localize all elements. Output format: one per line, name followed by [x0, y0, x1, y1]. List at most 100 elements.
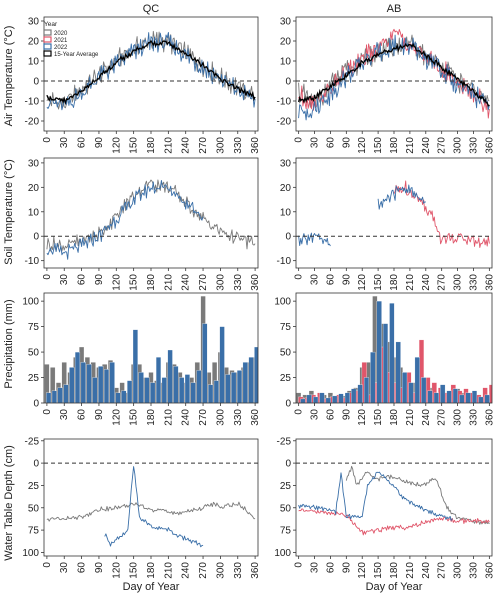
x-tick-label: 360: [484, 274, 495, 291]
x-tick-label: 0: [42, 137, 53, 143]
bar-2022: [184, 374, 190, 403]
bar-2022: [173, 366, 179, 403]
y-tick-label: -20: [277, 117, 292, 128]
x-tick-label: 120: [357, 274, 368, 291]
plot-area: [46, 30, 256, 111]
y-label-wtd: Water Table Depth (cm): [3, 445, 15, 561]
x-tick-label: 90: [94, 137, 105, 149]
x-tick-label: 210: [163, 274, 174, 291]
bar-2022: [144, 377, 150, 403]
y-tick-label: 75: [280, 526, 292, 537]
legend-swatch-2020: [43, 29, 52, 36]
panel-frame: [295, 438, 493, 557]
panel-ab-air: 30 20 10 0 -10 -20 0 30 60 90 120 150 180 210 240 270 30…: [277, 17, 496, 154]
plot-area: [297, 28, 490, 121]
bar-2022: [332, 395, 338, 403]
x-tick-label: 180: [389, 409, 400, 426]
x-tick-label: 180: [146, 274, 157, 291]
legend-swatch-2022: [43, 43, 52, 50]
x-tick-label: 300: [215, 562, 226, 579]
x-tick-label: 360: [250, 562, 261, 579]
x-tick-label: 240: [421, 137, 432, 154]
bar-2022: [395, 341, 401, 403]
bar-2022: [248, 357, 254, 403]
x-tick-label: 210: [405, 409, 416, 426]
x-tick-label: 30: [59, 409, 70, 421]
bar-2022: [414, 357, 420, 403]
y-tick-label: 10: [28, 207, 40, 218]
legend-label-2021: 2021: [54, 38, 68, 44]
y-tick-label: 100: [22, 548, 39, 559]
x-tick-label: 150: [373, 274, 384, 291]
plot-area: [298, 180, 490, 248]
series-line-2020: [345, 465, 490, 525]
series-line-2022: [46, 31, 256, 111]
series-line-2022: [298, 232, 331, 247]
series-line-2022: [298, 471, 453, 521]
bar-2022: [338, 393, 344, 403]
x-tick-label: 90: [341, 137, 352, 149]
x-tick-label: 60: [325, 137, 336, 149]
legend-label-average: 15-Year Average: [54, 52, 99, 58]
x-tick-label: 30: [310, 137, 321, 149]
bar-2022: [225, 374, 231, 403]
y-tick-label: 100: [274, 548, 291, 559]
panel-ab-soil: 30 20 10 0 -10 0 30 60 90 120 150 180 210 240 270 300 33…: [277, 157, 495, 291]
bar-2022: [86, 364, 92, 403]
x-tick-label: 360: [250, 409, 261, 426]
bar-2022: [115, 392, 121, 403]
series-line-2020: [298, 34, 490, 109]
bar-2022: [484, 394, 490, 403]
x-tick-label: 60: [325, 409, 336, 421]
y-tick-label: 0: [285, 232, 291, 243]
y-tick-label: 0: [33, 232, 39, 243]
legend-swatch-average: [43, 50, 52, 57]
bar-2022: [465, 392, 471, 403]
y-tick-label: 0: [285, 399, 291, 410]
bar-2022: [363, 377, 370, 403]
x-tick-label: 150: [129, 562, 140, 579]
x-tick-label: 30: [310, 274, 321, 286]
x-tick-label: 240: [181, 562, 192, 579]
y-tick-label: 20: [28, 183, 40, 194]
series-line-2020: [46, 501, 256, 522]
series-line-average: [46, 39, 256, 106]
panel-qc-precip: 100 75 50 25 00 30 60 90 120 150 180 210 240 270 300 33…: [22, 292, 261, 426]
x-tick-label: 120: [111, 137, 122, 154]
bar-2022: [452, 388, 458, 403]
legend: Year 2020 2021 2022 15-Year Average: [43, 21, 99, 58]
x-tick-label: 240: [421, 409, 432, 426]
x-tick-label: 360: [250, 274, 261, 291]
x-tick-label: 360: [484, 137, 495, 154]
x-tick-label: 300: [215, 137, 226, 154]
plot-area: [296, 295, 492, 403]
plot-area: [44, 295, 258, 403]
y-tick-label: 100: [22, 297, 39, 308]
y-tick-label: 50: [28, 348, 40, 359]
x-tick-label: 270: [437, 562, 448, 579]
column-title-qc: QC: [143, 3, 160, 15]
y-tick-label: -10: [277, 97, 292, 108]
x-tick-label: 120: [111, 562, 122, 579]
y-tick-label: -20: [25, 117, 40, 128]
x-tick-label: 330: [233, 409, 244, 426]
bar-2022: [155, 357, 162, 403]
x-tick-label: 120: [357, 137, 368, 154]
y-tick-label: 25: [280, 373, 292, 384]
bar-2022: [196, 370, 202, 403]
bar-2022: [109, 362, 115, 403]
x-tick-label: 240: [421, 562, 432, 579]
bar-2022: [421, 377, 427, 403]
bar-2022: [80, 362, 86, 403]
x-tick-label: 330: [469, 409, 480, 426]
y-tick-label: 75: [28, 526, 40, 537]
x-tick-label: 30: [59, 562, 70, 574]
series-line-2022: [46, 180, 204, 260]
x-tick-label: 240: [421, 274, 432, 291]
x-tick-label: 150: [373, 137, 384, 154]
bar-2022: [408, 382, 414, 403]
x-tick-label: 240: [181, 409, 192, 426]
bar-2022: [471, 390, 478, 403]
